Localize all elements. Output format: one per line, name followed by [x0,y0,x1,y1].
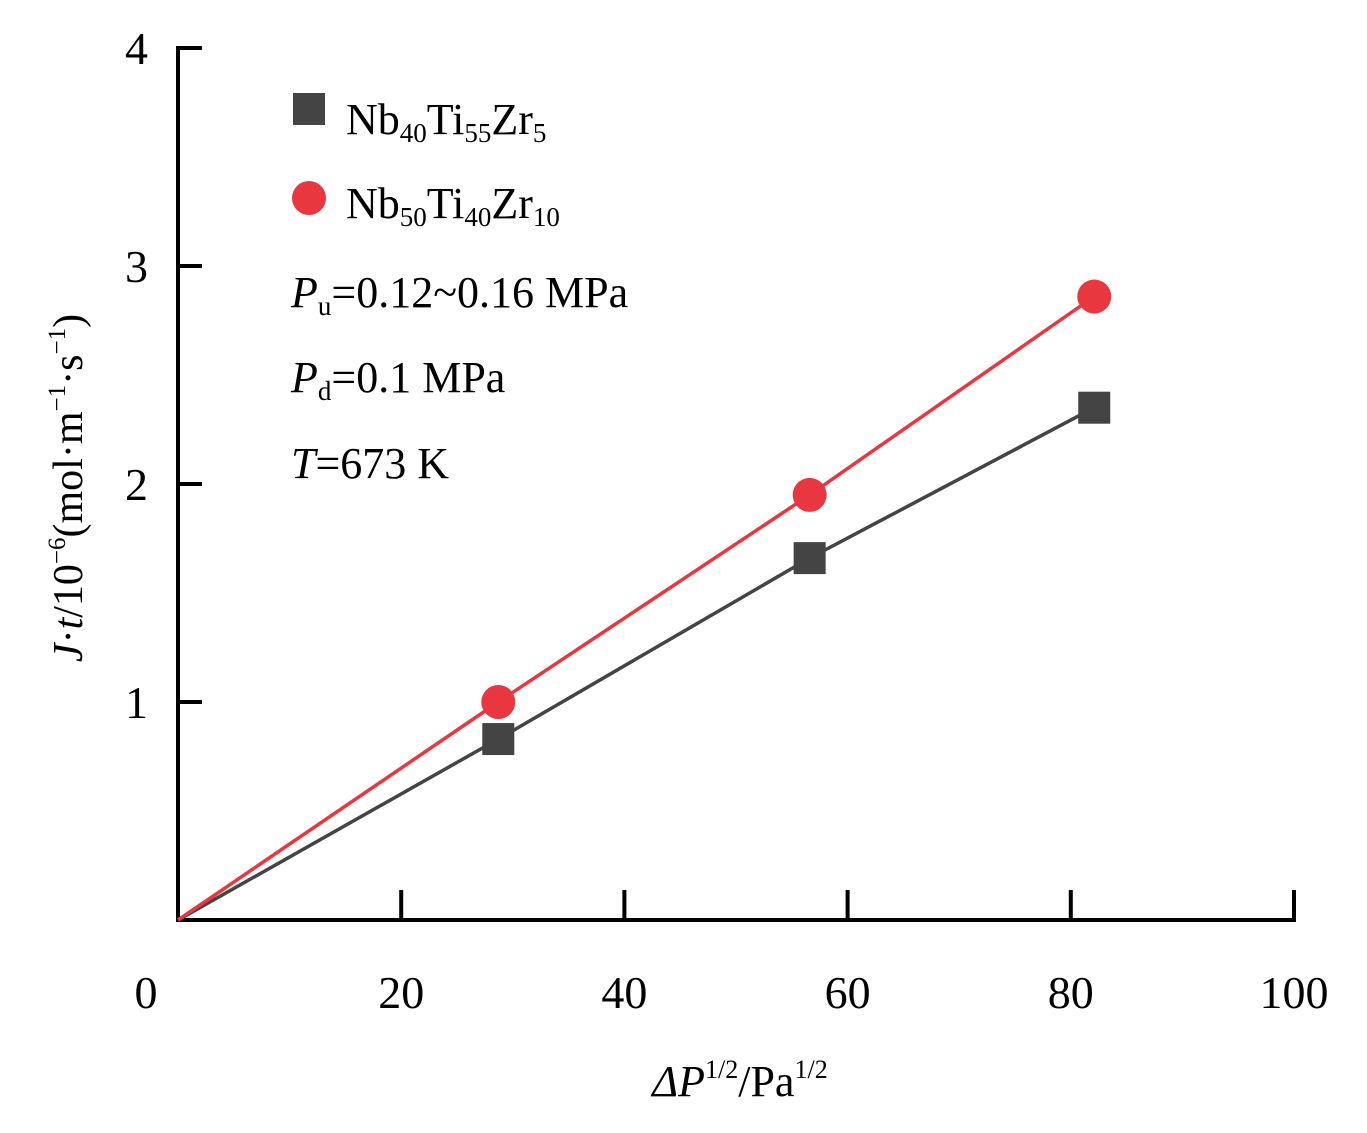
legend-1-base1: Nb [346,95,400,144]
data-point-series-1 [482,723,515,756]
x-tick-label: 100 [1260,967,1329,1018]
y-ticks: 1 2 3 4 [125,23,202,728]
legend-2-sub3: 10 [533,202,560,232]
x-tick-label: 60 [825,967,871,1018]
y-tick-label: 4 [125,23,148,74]
data-point-series-1 [793,542,826,575]
y-label-sup1: −6 [44,537,71,564]
x-label-prefix: ΔP [650,1057,705,1106]
annotation-pu: Pu=0.12~0.16 MPa [290,268,628,321]
annotation-pu-sub: u [318,291,332,321]
data-point-series-1 [1078,391,1111,424]
x-tick-label: 20 [378,967,424,1018]
series-line-2 [177,295,1096,922]
series-layer [177,279,1112,922]
annotation-pd-italic: P [290,353,318,402]
x-label-sup2: 1/2 [794,1055,827,1084]
annotation-pu-italic: P [290,268,318,317]
y-label-mid2: ·s [46,355,92,385]
legend-1-base3: Zr [491,95,533,144]
y-label-j: J [46,641,92,662]
y-label-sup3: −1 [44,328,71,355]
legend-label-series-2: Nb50Ti40Zr10 [346,179,560,232]
y-tick-label: 3 [125,241,148,292]
annotation-pd: Pd=0.1 MPa [290,353,505,406]
x-label-sup1: 1/2 [705,1055,738,1084]
annotation-pd-rest: =0.1 MPa [331,353,505,402]
legend-1-sub1: 40 [400,118,427,148]
annotation-pu-rest: =0.12~0.16 MPa [331,268,628,317]
annotation-pd-sub: d [318,376,332,406]
series-line-1 [177,406,1096,922]
y-label-sup2: −1 [44,385,71,412]
annotations: Pu=0.12~0.16 MPa Pd=0.1 MPa T=673 K [290,268,628,488]
x-tick-label: 80 [1048,967,1094,1018]
legend-2-base3: Zr [491,179,533,228]
legend: Nb40Ti55Zr5 Nb50Ti40Zr10 [292,93,560,232]
data-point-series-2 [1077,279,1112,314]
x-axis-label: ΔP1/2/Pa1/2 [650,1055,827,1106]
legend-2-base2: Ti [427,179,465,228]
x-label-mid: /Pa [738,1057,794,1106]
legend-2-base1: Nb [346,179,400,228]
y-axis-label: J·t/10−6(mol·m−1·s−1) [44,314,92,662]
annotation-t: T=673 K [291,439,449,488]
legend-label-series-1: Nb40Ti55Zr5 [346,95,546,148]
annotation-t-rest: =673 K [315,439,449,488]
legend-marker-square [293,93,325,125]
y-label-mid: /10 [46,564,92,618]
y-label-unit: (mol·m [46,411,92,537]
legend-2-sub1: 50 [400,202,427,232]
legend-1-sub3: 5 [533,118,547,148]
y-tick-label: 1 [125,677,148,728]
annotation-t-italic: T [291,439,319,488]
y-label-dot: · [46,629,92,643]
x-tick-label: 40 [601,967,647,1018]
y-tick-label: 2 [125,459,148,510]
data-point-series-2 [792,477,827,512]
legend-2-sub2: 40 [464,202,491,232]
legend-1-sub2: 55 [464,118,491,148]
x-ticks: 0 20 40 60 80 100 [135,890,1329,1018]
data-point-series-2 [481,685,516,719]
y-label-end: ) [46,314,92,328]
legend-1-base2: Ti [427,95,465,144]
y-label-t: t [46,616,92,629]
x-tick-label: 0 [135,967,158,1018]
legend-marker-circle [292,181,326,215]
